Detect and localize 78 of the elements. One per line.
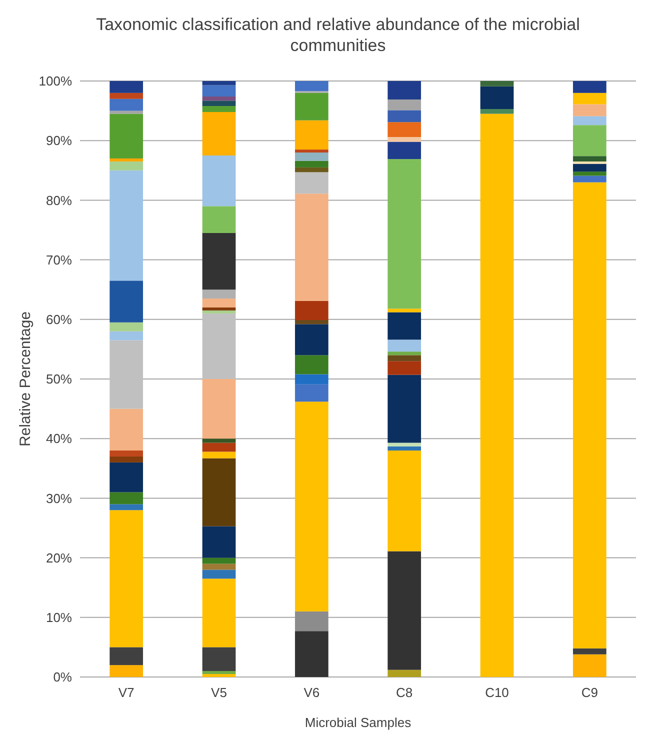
bar: [388, 450, 422, 552]
bar: [388, 99, 422, 110]
bar: [202, 442, 236, 452]
bar: [202, 85, 236, 96]
bar: [572, 648, 606, 654]
x-tick-label: C8: [396, 685, 413, 700]
bar: [388, 137, 422, 142]
y-tick-label: 80%: [46, 192, 72, 208]
bar: [480, 109, 514, 114]
bar: [572, 156, 606, 162]
bar: [202, 458, 236, 526]
bar: [202, 100, 236, 106]
bar: [388, 352, 422, 356]
bar: [110, 492, 144, 504]
x-axis-title: Microbial Samples: [304, 715, 412, 730]
x-tick-label: V6: [304, 685, 320, 700]
x-tick-label: V5: [211, 685, 227, 700]
bar: [480, 81, 514, 86]
chart-title: Taxonomic classification and relative abundance of the microbial communities: [96, 15, 580, 55]
bar: [294, 81, 328, 92]
bar: [110, 161, 144, 170]
bar: [572, 161, 606, 164]
bar: [572, 92, 606, 104]
x-tick-label: V7: [118, 685, 134, 700]
bar: [388, 374, 422, 443]
bar: [202, 310, 236, 314]
bar: [110, 462, 144, 492]
bar: [110, 504, 144, 510]
bar: [110, 92, 144, 99]
y-tick-label: 60%: [46, 312, 72, 327]
y-tick-label: 0%: [53, 670, 72, 685]
bar: [110, 158, 144, 162]
bar: [572, 172, 606, 176]
bar: [110, 280, 144, 322]
bar: [294, 92, 328, 120]
bar: [572, 182, 606, 648]
bar: [202, 96, 236, 101]
bar: [110, 114, 144, 158]
y-tick-label: 50%: [46, 372, 72, 387]
bar: [388, 110, 422, 122]
bar: [202, 290, 236, 299]
bar: [294, 374, 328, 384]
bar: [294, 152, 328, 161]
bar: [572, 116, 606, 126]
bar: [294, 402, 328, 612]
bar: [388, 122, 422, 138]
bar: [202, 438, 236, 443]
y-tick-label: 90%: [46, 133, 72, 148]
bar: [294, 611, 328, 632]
y-tick-label: 40%: [46, 431, 72, 446]
bar: [202, 112, 236, 156]
x-tick-label: C10: [485, 685, 509, 700]
bar: [110, 510, 144, 648]
bar: [202, 81, 236, 86]
y-tick-label: 10%: [46, 610, 72, 625]
bar: [110, 110, 144, 114]
bar: [388, 442, 422, 446]
bar: [110, 98, 144, 111]
bar: [294, 320, 328, 324]
y-tick-label: 20%: [46, 550, 72, 566]
x-tick-label: C9: [581, 685, 598, 700]
bar: [388, 551, 422, 670]
bar: [202, 564, 236, 570]
bar: [110, 647, 144, 666]
y-tick-label: 30%: [46, 490, 72, 506]
y-tick-label: 100%: [38, 74, 72, 89]
y-tick-label: 70%: [46, 252, 72, 268]
bar: [388, 446, 422, 451]
bar: [388, 670, 422, 677]
bar: [388, 340, 422, 352]
bar: [388, 355, 422, 362]
bar: [388, 308, 422, 312]
bar: [294, 631, 328, 677]
bar: [202, 232, 236, 290]
bar: [294, 167, 328, 172]
y-axis-title: Relative Percentage: [17, 311, 34, 447]
bar: [202, 106, 236, 112]
bar: [572, 164, 606, 172]
